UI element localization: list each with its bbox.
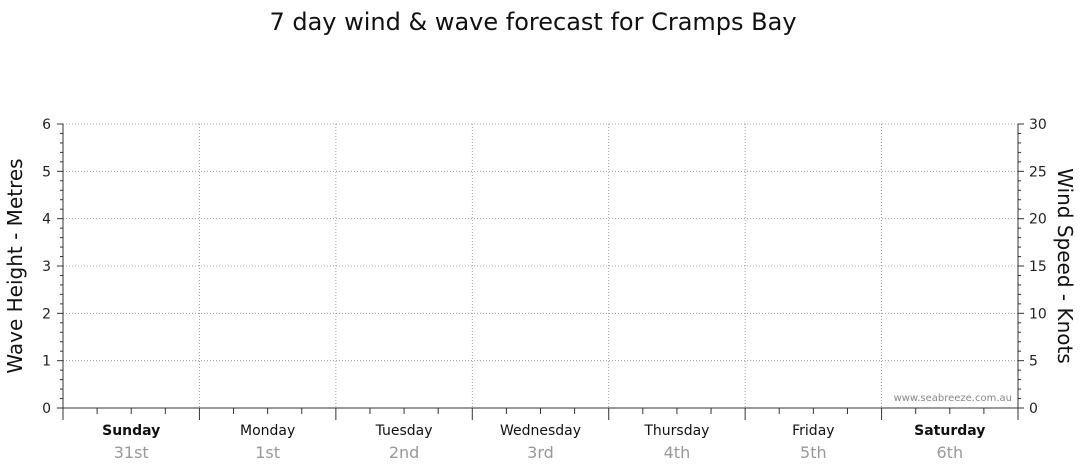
left-tick-label: 6 <box>42 117 51 133</box>
right-tick-label: 30 <box>1029 117 1047 133</box>
day-name-label: Sunday <box>102 423 160 439</box>
axes <box>62 124 1019 420</box>
day-date-label: 6th <box>936 443 963 462</box>
day-date-label: 5th <box>800 443 827 462</box>
left-tick-label: 2 <box>42 306 51 322</box>
day-name-label: Wednesday <box>500 423 581 439</box>
right-axis-title: Wind Speed - Knots <box>1053 168 1077 364</box>
left-tick-label: 3 <box>42 259 51 275</box>
right-tick-label: 0 <box>1029 401 1038 417</box>
day-date-label: 2nd <box>389 443 419 462</box>
right-tick-label: 25 <box>1029 164 1047 180</box>
left-tick-label: 0 <box>42 401 51 417</box>
right-tick-label: 10 <box>1029 306 1047 322</box>
day-name-label: Tuesday <box>375 423 433 439</box>
day-date-label: 31st <box>114 443 149 462</box>
left-axis-title: Wave Height - Metres <box>3 158 27 373</box>
grid-lines <box>63 123 1018 408</box>
right-tick-label: 20 <box>1029 212 1047 228</box>
left-tick-label: 4 <box>42 212 51 228</box>
right-tick-label: 15 <box>1029 259 1047 275</box>
day-name-label: Saturday <box>914 423 985 439</box>
watermark-text: www.seabreeze.com.au <box>894 393 1012 404</box>
day-labels: Sunday 31st Monday 1st Tuesday 2nd Wednesday 3r… <box>102 423 985 462</box>
day-date-label: 1st <box>255 443 280 462</box>
right-tick-label: 5 <box>1029 354 1038 370</box>
day-date-label: 3rd <box>527 443 554 462</box>
chart-title: 7 day wind & wave forecast for Cramps Ba… <box>269 8 796 36</box>
day-date-label: 4th <box>664 443 691 462</box>
day-name-label: Monday <box>240 423 295 439</box>
day-name-label: Thursday <box>643 423 709 439</box>
right-axis-ticks: 0 5 10 15 20 25 30 <box>1018 117 1047 417</box>
left-tick-label: 1 <box>42 354 51 370</box>
left-axis-ticks: 0 1 2 3 4 5 6 <box>42 117 63 417</box>
day-name-label: Friday <box>792 423 834 439</box>
left-tick-label: 5 <box>42 164 51 180</box>
